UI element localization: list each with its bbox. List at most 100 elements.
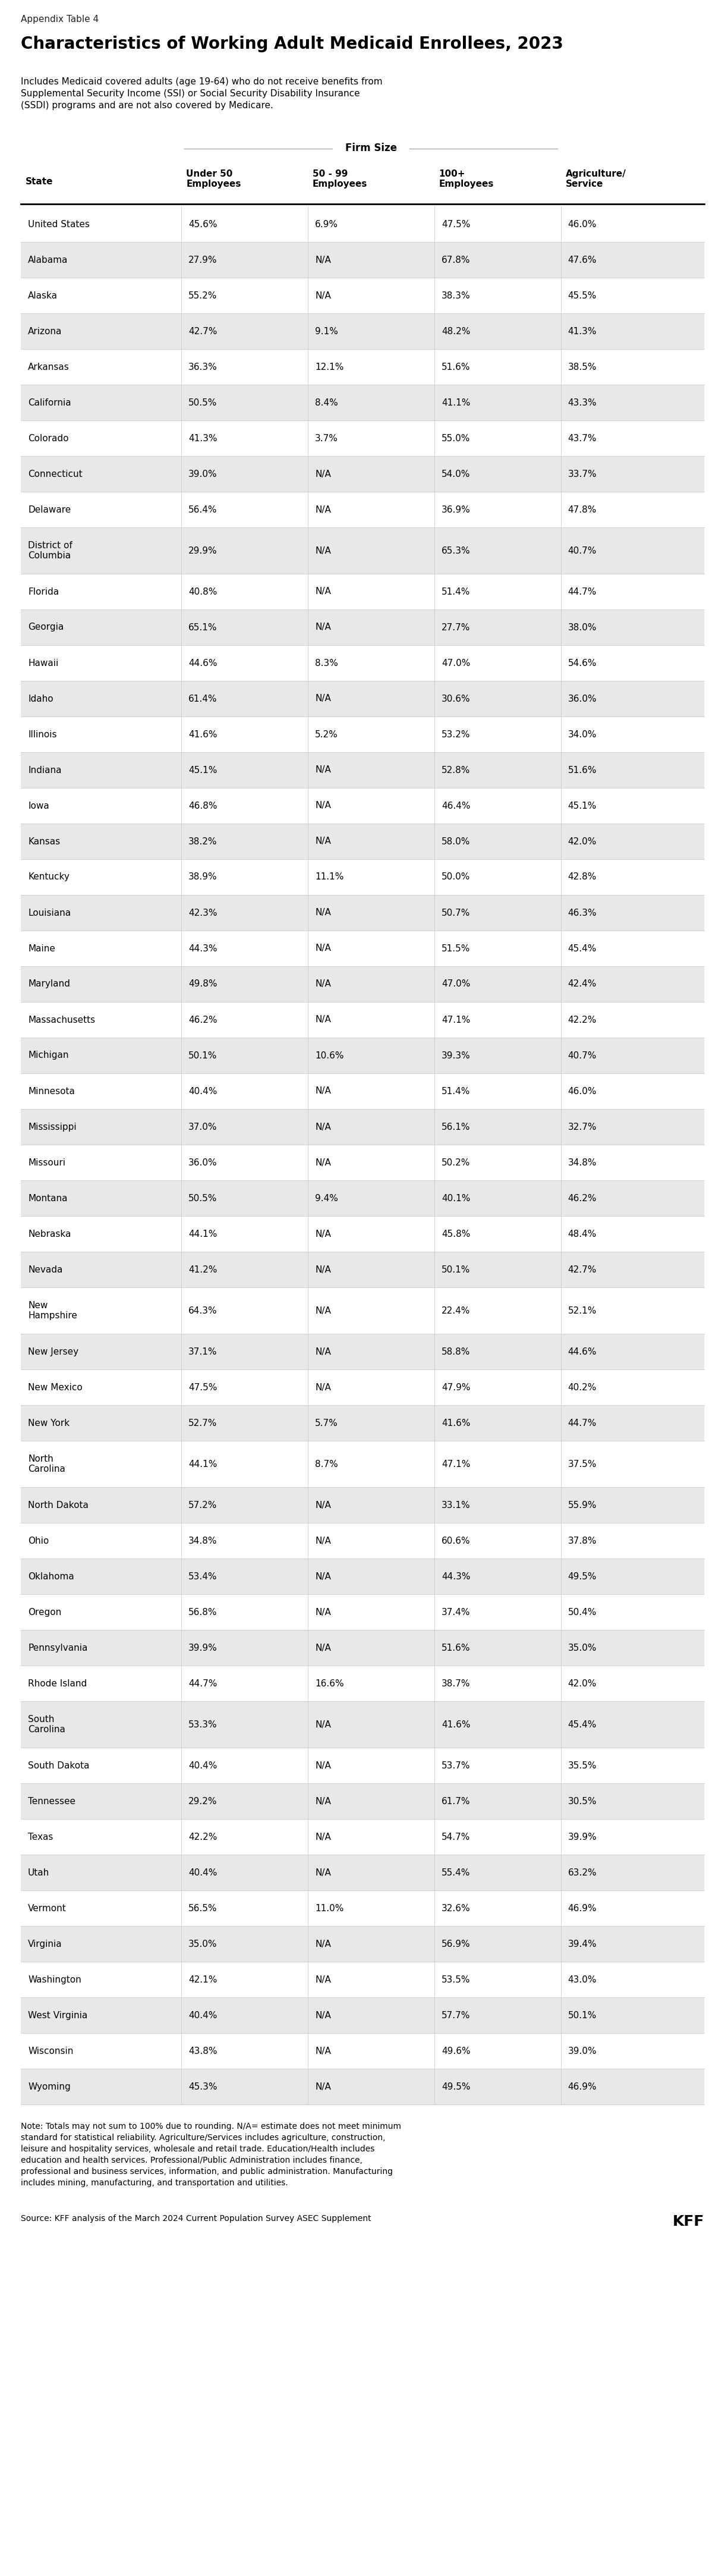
Bar <box>21 528 704 574</box>
Text: Utah: Utah <box>28 1868 49 1878</box>
Text: N/A: N/A <box>315 1721 331 1728</box>
Text: 37.1%: 37.1% <box>188 1347 217 1355</box>
Text: Kentucky: Kentucky <box>28 873 70 881</box>
Text: 35.0%: 35.0% <box>188 1940 217 1947</box>
Text: 50.7%: 50.7% <box>442 909 470 917</box>
Text: 46.9%: 46.9% <box>568 1904 597 1911</box>
Text: 53.2%: 53.2% <box>442 729 471 739</box>
Text: 40.4%: 40.4% <box>188 2012 217 2020</box>
Text: N/A: N/A <box>315 1265 331 1275</box>
Text: 36.0%: 36.0% <box>568 696 597 703</box>
Bar <box>21 824 704 860</box>
Text: 30.5%: 30.5% <box>568 1795 597 1806</box>
Text: 47.5%: 47.5% <box>442 219 470 229</box>
Text: 42.2%: 42.2% <box>188 1832 217 1842</box>
Text: 100+
Employees: 100+ Employees <box>439 170 494 188</box>
Text: Louisiana: Louisiana <box>28 909 71 917</box>
Text: West Virginia: West Virginia <box>28 2012 88 2020</box>
Text: 38.0%: 38.0% <box>568 623 597 631</box>
Bar <box>21 314 704 350</box>
Text: 45.8%: 45.8% <box>442 1229 470 1239</box>
Bar <box>21 894 704 930</box>
Text: N/A: N/A <box>315 1535 331 1546</box>
Text: 50.2%: 50.2% <box>442 1159 470 1167</box>
Text: 39.3%: 39.3% <box>442 1051 471 1059</box>
Text: 38.7%: 38.7% <box>442 1680 471 1687</box>
Text: N/A: N/A <box>315 1087 331 1095</box>
Text: 56.8%: 56.8% <box>188 1607 217 1618</box>
Text: 46.8%: 46.8% <box>188 801 217 811</box>
Text: Georgia: Georgia <box>28 623 64 631</box>
Text: 45.1%: 45.1% <box>568 801 597 811</box>
Text: Montana: Montana <box>28 1193 67 1203</box>
Text: 51.6%: 51.6% <box>442 1643 471 1651</box>
Text: 29.2%: 29.2% <box>188 1795 217 1806</box>
Text: 56.1%: 56.1% <box>442 1123 471 1131</box>
Bar <box>21 1700 704 1747</box>
Text: Virginia: Virginia <box>28 1940 62 1947</box>
Text: N/A: N/A <box>315 1607 331 1618</box>
Text: N/A: N/A <box>315 801 331 811</box>
Text: 50.5%: 50.5% <box>188 1193 217 1203</box>
Text: 56.5%: 56.5% <box>188 1904 217 1911</box>
Text: 44.6%: 44.6% <box>188 659 217 667</box>
Text: N/A: N/A <box>315 1306 331 1316</box>
Text: 36.3%: 36.3% <box>188 363 217 371</box>
Text: 40.7%: 40.7% <box>568 1051 597 1059</box>
Text: 42.7%: 42.7% <box>568 1265 597 1275</box>
Bar <box>21 1334 704 1370</box>
Text: Alabama: Alabama <box>28 255 68 265</box>
Text: 42.3%: 42.3% <box>188 909 217 917</box>
Text: 38.5%: 38.5% <box>568 363 597 371</box>
Text: 42.4%: 42.4% <box>568 979 597 989</box>
Bar <box>21 1631 704 1667</box>
Bar <box>21 1486 704 1522</box>
Bar <box>21 1252 704 1288</box>
Text: Ohio: Ohio <box>28 1535 49 1546</box>
Text: California: California <box>28 399 71 407</box>
Text: N/A: N/A <box>315 696 331 703</box>
Text: Oklahoma: Oklahoma <box>28 1571 74 1582</box>
Text: State: State <box>25 178 53 185</box>
Text: Washington: Washington <box>28 1976 81 1984</box>
Text: 55.2%: 55.2% <box>188 291 217 299</box>
Text: 58.0%: 58.0% <box>442 837 470 845</box>
Text: North
Carolina: North Carolina <box>28 1455 65 1473</box>
Bar <box>21 930 704 966</box>
Bar <box>21 1963 704 1996</box>
Bar <box>21 206 704 242</box>
Text: 56.4%: 56.4% <box>188 505 217 515</box>
Text: 40.1%: 40.1% <box>442 1193 470 1203</box>
Bar <box>21 966 704 1002</box>
Text: Oregon: Oregon <box>28 1607 62 1618</box>
Text: KFF: KFF <box>673 2215 704 2228</box>
Text: 53.7%: 53.7% <box>442 1762 471 1770</box>
Bar <box>21 2069 704 2105</box>
Text: N/A: N/A <box>315 1159 331 1167</box>
Text: 55.9%: 55.9% <box>568 1502 597 1510</box>
Text: N/A: N/A <box>315 1571 331 1582</box>
Text: New Jersey: New Jersey <box>28 1347 78 1355</box>
Text: 48.2%: 48.2% <box>442 327 470 335</box>
Text: Nevada: Nevada <box>28 1265 62 1275</box>
Text: 47.8%: 47.8% <box>568 505 597 515</box>
Text: 49.6%: 49.6% <box>442 2045 471 2056</box>
Bar <box>21 716 704 752</box>
Text: 41.6%: 41.6% <box>188 729 217 739</box>
Text: 49.5%: 49.5% <box>442 2081 471 2092</box>
Text: N/A: N/A <box>315 546 331 554</box>
Text: 41.6%: 41.6% <box>442 1419 471 1427</box>
Text: 46.0%: 46.0% <box>568 219 597 229</box>
Text: 58.8%: 58.8% <box>442 1347 470 1355</box>
Text: 42.0%: 42.0% <box>568 1680 597 1687</box>
Text: 46.3%: 46.3% <box>568 909 597 917</box>
Text: Includes Medicaid covered adults (age 19-64) who do not receive benefits from
Su: Includes Medicaid covered adults (age 19… <box>21 77 383 111</box>
Text: 41.6%: 41.6% <box>442 1721 471 1728</box>
Bar <box>21 350 704 384</box>
Text: Alaska: Alaska <box>28 291 58 299</box>
Text: 45.6%: 45.6% <box>188 219 217 229</box>
Bar <box>21 788 704 824</box>
Text: Massachusetts: Massachusetts <box>28 1015 95 1025</box>
Text: 8.7%: 8.7% <box>315 1461 338 1468</box>
Text: 47.1%: 47.1% <box>442 1461 470 1468</box>
